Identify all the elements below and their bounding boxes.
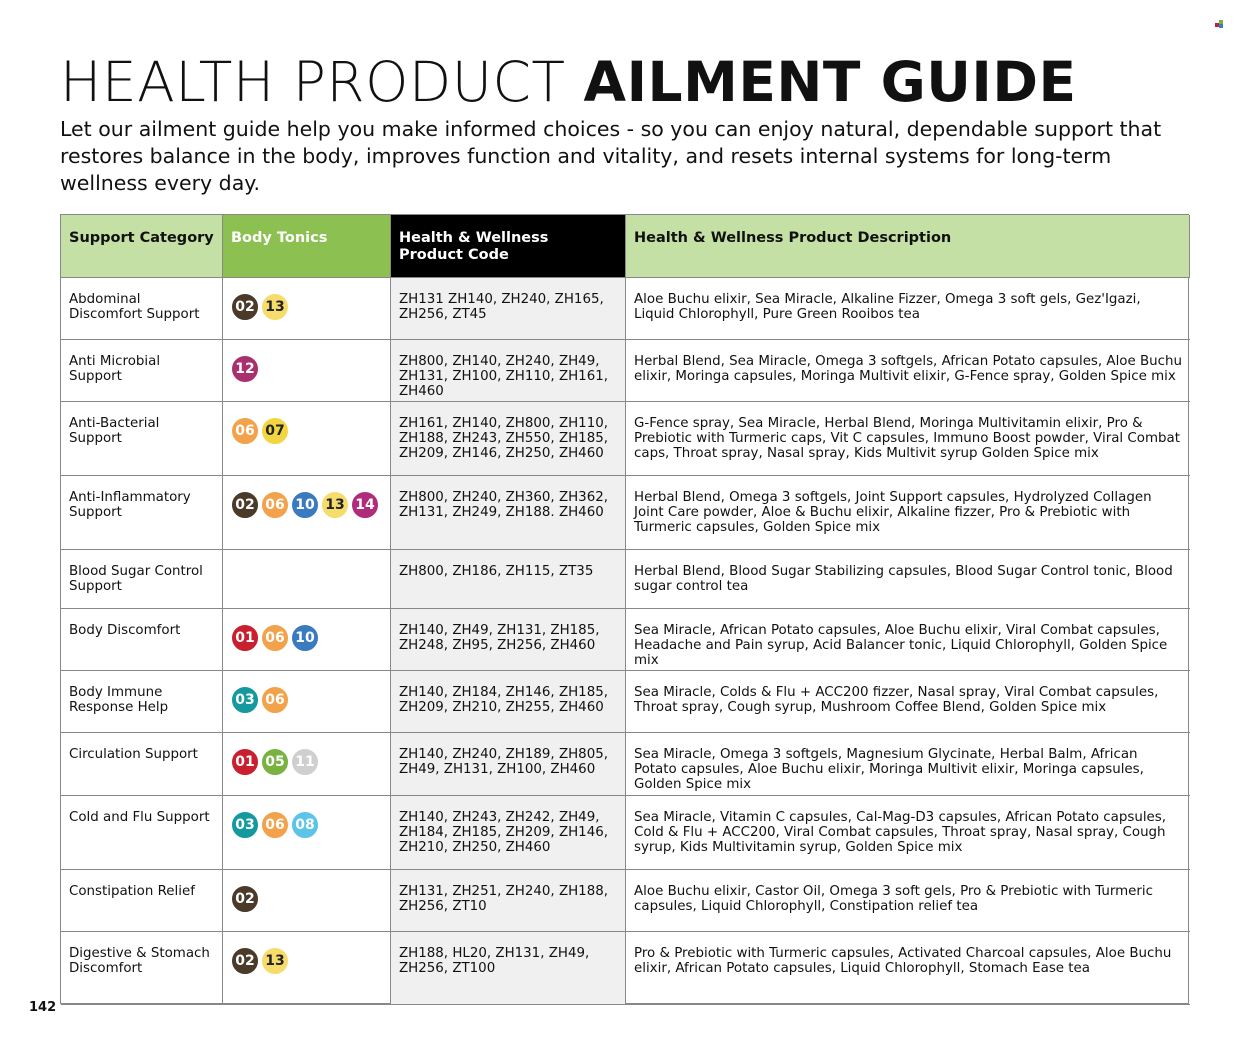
product-codes: ZH800, ZH140, ZH240, ZH49, ZH131, ZH100,… [391,340,626,402]
title-bold: AILMENT GUIDE [583,50,1077,114]
tonic-badge: 01 [231,624,259,652]
support-category: Circulation Support [61,733,223,796]
product-codes: ZH161, ZH140, ZH800, ZH110, ZH188, ZH243… [391,402,626,476]
support-category: Abdominal Discomfort Support [61,278,223,340]
tonic-badge: 02 [231,885,259,913]
product-description: G-Fence spray, Sea Miracle, Herbal Blend… [626,402,1190,476]
title-light: HEALTH PRODUCT [60,50,566,114]
support-category: Anti Microbial Support [61,340,223,402]
body-tonics: 02 13 [223,932,391,1005]
product-codes: ZH188, HL20, ZH131, ZH49, ZH256, ZT100 [391,932,626,1005]
body-tonics [223,550,391,609]
product-description: Sea Miracle, African Potato capsules, Al… [626,609,1190,671]
product-codes: ZH140, ZH49, ZH131, ZH185, ZH248, ZH95, … [391,609,626,671]
tonic-badge: 03 [231,686,259,714]
support-category: Digestive & Stomach Discomfort [61,932,223,1005]
product-codes: ZH800, ZH240, ZH360, ZH362, ZH131, ZH249… [391,476,626,550]
product-description: Herbal Blend, Sea Miracle, Omega 3 softg… [626,340,1190,402]
tonic-badge: 14 [351,491,379,519]
tonic-badge: 10 [291,624,319,652]
body-tonics: 06 07 [223,402,391,476]
intro: Let our ailment guide help you make info… [60,117,1162,195]
tonic-badge: 03 [231,811,259,839]
tonic-badge: 06 [261,811,289,839]
column-header: Support Category [61,215,223,278]
body-tonics: 02 06 10 13 14 [223,476,391,550]
tonic-badge: 06 [261,686,289,714]
tonic-badge: 02 [231,491,259,519]
tonic-badge: 08 [291,811,319,839]
column-header: Body Tonics [223,215,391,278]
body-tonics: 01 06 10 [223,609,391,671]
product-codes: ZH131, ZH251, ZH240, ZH188, ZH256, ZT10 [391,870,626,932]
tonic-badge: 06 [261,491,289,519]
support-category: Body Immune Response Help [61,671,223,733]
tonic-badge: 02 [231,947,259,975]
body-tonics: 02 [223,870,391,932]
product-description: Sea Miracle, Colds & Flu + ACC200 fizzer… [626,671,1190,733]
product-description: Herbal Blend, Omega 3 softgels, Joint Su… [626,476,1190,550]
column-header: Health & Wellness Product Code [391,215,626,278]
support-category: Constipation Relief [61,870,223,932]
product-codes: ZH131 ZH140, ZH240, ZH165, ZH256, ZT45 [391,278,626,340]
support-category: Anti-Bacterial Support [61,402,223,476]
tonic-badge: 10 [291,491,319,519]
tonic-badge: 05 [261,748,289,776]
product-codes: ZH140, ZH243, ZH242, ZH49, ZH184, ZH185,… [391,796,626,870]
product-codes: ZH140, ZH240, ZH189, ZH805, ZH49, ZH131,… [391,733,626,796]
body-tonics: 03 06 [223,671,391,733]
tonic-badge: 07 [261,417,289,445]
product-description: Pro & Prebiotic with Turmeric capsules, … [626,932,1190,1005]
tonic-badge: 12 [231,355,259,383]
body-tonics: 01 05 11 [223,733,391,796]
tonic-badge: 06 [231,417,259,445]
body-tonics: 02 13 [223,278,391,340]
tonic-badge: 13 [321,491,349,519]
support-category: Blood Sugar Control Support [61,550,223,609]
product-description: Sea Miracle, Omega 3 softgels, Magnesium… [626,733,1190,796]
logo [1215,20,1223,28]
product-description: Aloe Buchu elixir, Sea Miracle, Alkaline… [626,278,1190,340]
body-tonics: 12 [223,340,391,402]
column-header: Health & Wellness Product Description [626,215,1190,278]
body-tonics: 03 06 08 [223,796,391,870]
support-category: Body Discomfort [61,609,223,671]
product-description: Herbal Blend, Blood Sugar Stabilizing ca… [626,550,1190,609]
support-category: Cold and Flu Support [61,796,223,870]
page-number: 142 [29,1000,57,1015]
product-codes: ZH140, ZH184, ZH146, ZH185, ZH209, ZH210… [391,671,626,733]
tonic-badge: 06 [261,624,289,652]
tonic-badge: 13 [261,293,289,321]
ailment-table: Support Category Body Tonics Health & Well… [60,214,1190,1005]
product-description: Aloe Buchu elixir, Castor Oil, Omega 3 s… [626,870,1190,932]
tonic-badge: 02 [231,293,259,321]
product-description: Sea Miracle, Vitamin C capsules, Cal-Mag… [626,796,1190,870]
product-codes: ZH800, ZH186, ZH115, ZT35 [391,550,626,609]
tonic-badge: 13 [261,947,289,975]
tonic-badge: 01 [231,748,259,776]
tonic-badge: 11 [291,748,319,776]
support-category: Anti-Inflammatory Support [61,476,223,550]
title: HEALTH PRODUCT AILMENT GUIDE [60,50,1077,114]
